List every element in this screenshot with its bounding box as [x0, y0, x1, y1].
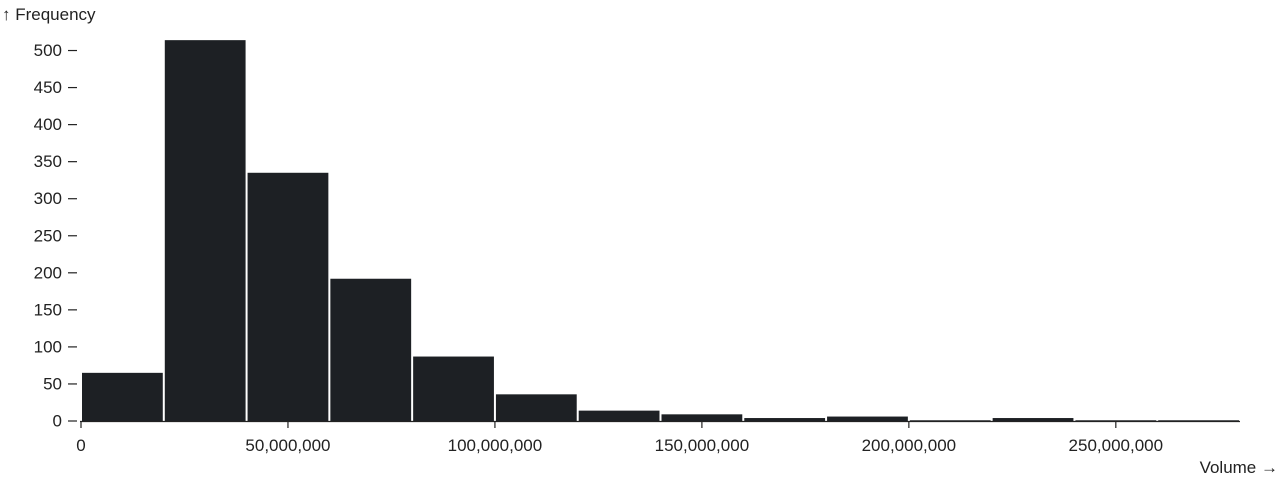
y-tick-label-9: 450	[34, 78, 62, 97]
histogram-bar-12	[1075, 420, 1157, 421]
histogram-bar-6	[578, 410, 660, 421]
histogram-bar-5	[495, 394, 577, 421]
y-tick-label-5: 250	[34, 226, 62, 245]
histogram-bar-13	[1158, 420, 1239, 421]
histogram-bar-0	[82, 372, 163, 421]
x-tick-label-5: 250,000,000	[1069, 436, 1164, 455]
histogram-bar-8	[744, 418, 826, 421]
histogram-bar-7	[661, 414, 743, 421]
y-tick-label-4: 200	[34, 263, 62, 282]
x-tick-label-4: 200,000,000	[862, 436, 957, 455]
y-tick-label-8: 400	[34, 115, 62, 134]
x-tick-label-1: 50,000,000	[245, 436, 330, 455]
histogram-bar-2	[247, 172, 329, 421]
histogram-bar-1	[164, 40, 246, 422]
histogram-bar-3	[330, 278, 412, 421]
bars-group	[82, 40, 1239, 422]
y-tick-label-2: 100	[34, 337, 62, 356]
y-axis-title: ↑ Frequency	[2, 5, 96, 24]
histogram-bar-11	[992, 418, 1074, 421]
y-tick-label-7: 350	[34, 152, 62, 171]
y-tick-label-6: 300	[34, 189, 62, 208]
x-axis: 0 50,000,000 100,000,000 150,000,000 200,000…	[76, 420, 1240, 455]
histogram-bar-9	[827, 416, 908, 421]
x-tick-label-0: 0	[76, 436, 85, 455]
histogram-bar-4	[413, 356, 494, 421]
y-tick-label-3: 150	[34, 300, 62, 319]
x-tick-label-2: 100,000,000	[448, 436, 543, 455]
y-tick-label-1: 50	[43, 374, 62, 393]
histogram-bar-10	[909, 420, 991, 421]
x-tick-label-3: 150,000,000	[655, 436, 750, 455]
y-axis: 0 50 100 150 200 250 300 350 400 450 500	[34, 41, 77, 431]
y-tick-label-0: 0	[53, 412, 62, 431]
y-tick-label-10: 500	[34, 41, 62, 60]
x-axis-title: Volume →	[1200, 458, 1278, 477]
